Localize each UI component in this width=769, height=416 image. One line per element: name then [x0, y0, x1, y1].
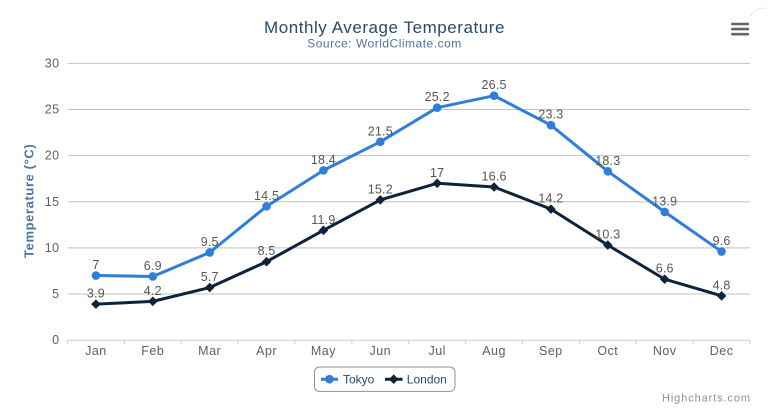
- svg-text:21.5: 21.5: [368, 124, 393, 138]
- svg-text:6.9: 6.9: [144, 259, 162, 273]
- svg-text:Tokyo: Tokyo: [343, 373, 375, 387]
- svg-text:3.9: 3.9: [87, 287, 105, 301]
- svg-text:15.2: 15.2: [368, 182, 393, 196]
- svg-text:Sep: Sep: [539, 344, 563, 358]
- svg-text:7: 7: [92, 258, 99, 272]
- svg-text:16.6: 16.6: [482, 170, 507, 184]
- svg-text:15: 15: [45, 195, 60, 209]
- svg-text:10: 10: [45, 241, 60, 255]
- svg-text:18.3: 18.3: [595, 154, 620, 168]
- svg-text:Temperature (°C): Temperature (°C): [22, 144, 37, 258]
- svg-text:14.5: 14.5: [254, 189, 279, 203]
- svg-text:Monthly Average Temperature: Monthly Average Temperature: [264, 18, 505, 37]
- svg-text:23.3: 23.3: [538, 108, 563, 122]
- svg-text:17: 17: [430, 166, 444, 180]
- svg-text:11.9: 11.9: [311, 213, 335, 227]
- svg-text:26.5: 26.5: [482, 78, 507, 92]
- svg-text:8.5: 8.5: [258, 244, 276, 258]
- svg-text:Highcharts.com: Highcharts.com: [662, 393, 751, 405]
- svg-text:18.4: 18.4: [311, 153, 336, 167]
- svg-text:9.5: 9.5: [201, 235, 219, 249]
- svg-text:Mar: Mar: [198, 344, 221, 358]
- svg-text:Aug: Aug: [482, 344, 506, 358]
- svg-text:9.6: 9.6: [713, 234, 731, 248]
- svg-text:Source: WorldClimate.com: Source: WorldClimate.com: [307, 37, 462, 51]
- svg-text:May: May: [311, 344, 336, 358]
- svg-text:30: 30: [45, 57, 60, 71]
- svg-text:Jun: Jun: [369, 344, 391, 358]
- svg-text:4.2: 4.2: [144, 284, 162, 298]
- svg-text:4.8: 4.8: [713, 278, 731, 292]
- svg-text:25: 25: [45, 103, 60, 117]
- svg-text:20: 20: [45, 149, 60, 163]
- svg-text:London: London: [407, 373, 447, 387]
- svg-text:14.2: 14.2: [538, 192, 563, 206]
- svg-text:10.3: 10.3: [595, 228, 620, 242]
- svg-text:Jul: Jul: [428, 344, 445, 358]
- svg-text:5: 5: [52, 287, 59, 301]
- svg-text:Nov: Nov: [653, 344, 677, 358]
- svg-text:Oct: Oct: [597, 344, 618, 358]
- svg-text:6.6: 6.6: [656, 262, 674, 276]
- svg-text:Dec: Dec: [710, 344, 734, 358]
- svg-text:Apr: Apr: [256, 344, 277, 358]
- svg-text:25.2: 25.2: [425, 90, 450, 104]
- svg-text:Feb: Feb: [141, 344, 164, 358]
- svg-text:0: 0: [52, 333, 59, 347]
- svg-text:13.9: 13.9: [652, 194, 677, 208]
- svg-text:Jan: Jan: [85, 344, 107, 358]
- svg-text:5.7: 5.7: [201, 270, 219, 284]
